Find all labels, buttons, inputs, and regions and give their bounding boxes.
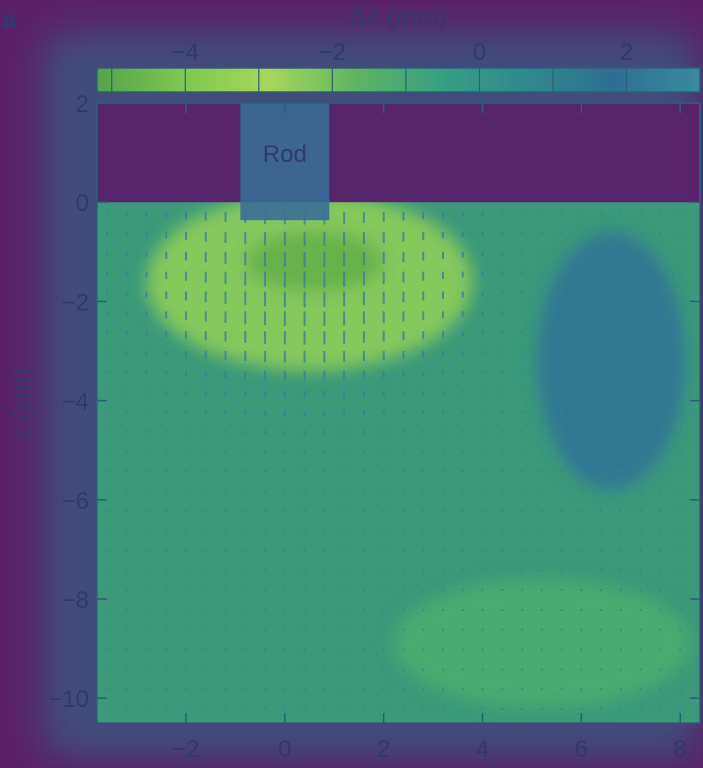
heatmap-region bbox=[536, 231, 686, 490]
y-tick-label: −4 bbox=[62, 389, 89, 416]
colorbar-tick-label: −4 bbox=[172, 39, 199, 66]
y-tick-label: −8 bbox=[62, 587, 89, 614]
colorbar-bar bbox=[96, 67, 701, 93]
y-tick-label: −6 bbox=[62, 488, 89, 515]
y-tick-label: −2 bbox=[62, 289, 89, 316]
colorbar-tick-label: −2 bbox=[319, 39, 346, 66]
x-tick-label: −2 bbox=[172, 736, 199, 763]
y-tick-label: 2 bbox=[76, 91, 89, 118]
x-tick-label: 8 bbox=[674, 736, 687, 763]
plot-frame bbox=[96, 102, 701, 724]
y-tick-label: 0 bbox=[76, 190, 89, 217]
y-axis-label: z (cm) bbox=[6, 368, 36, 440]
colorbar-ticks bbox=[111, 68, 701, 92]
colorbar-tick-labels: −4 −2 0 2 bbox=[172, 39, 634, 66]
plot-area: Rod −2 0 2 4 6 8 2 0 −2 −4 −6 −8 −10 bbox=[48, 91, 701, 763]
y-ticks: 2 0 −2 −4 −6 −8 −10 bbox=[48, 91, 700, 713]
x-tick-label: 2 bbox=[377, 736, 390, 763]
colorbar-label: Δz (mm) bbox=[349, 0, 447, 30]
rod-body bbox=[240, 103, 330, 221]
colorbar-tick-label: 2 bbox=[620, 39, 633, 66]
x-tick-label: 4 bbox=[476, 736, 489, 763]
heatmap-region bbox=[393, 579, 691, 709]
displacement-vectors bbox=[105, 212, 682, 711]
above-surface-region bbox=[97, 103, 700, 203]
heatmap-regions bbox=[146, 202, 691, 709]
heatmap-region bbox=[245, 231, 384, 292]
panel-label: a bbox=[2, 4, 17, 34]
x-tick-label: 6 bbox=[575, 736, 588, 763]
rod-label: Rod bbox=[263, 141, 307, 168]
rod: Rod bbox=[240, 103, 330, 221]
y-tick-label: −10 bbox=[48, 686, 89, 713]
colorbar-tick-label: 0 bbox=[473, 39, 486, 66]
x-tick-label: 0 bbox=[278, 736, 291, 763]
x-ticks: −2 0 2 4 6 8 bbox=[172, 103, 687, 763]
colorbar: Δz (mm) −4 −2 0 2 bbox=[96, 0, 701, 93]
